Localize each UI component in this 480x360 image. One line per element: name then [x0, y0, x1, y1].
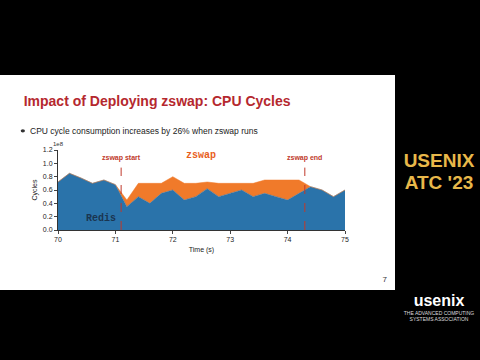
svg-text:0.8: 0.8: [43, 173, 53, 180]
svg-text:CPU cycle consumption increase: CPU cycle consumption increases by 26% w…: [30, 126, 258, 136]
html-text:THE ADVANCED COMPUTING SYSTEMS: THE ADVANCED COMPUTING SYSTEMS ASSOCIATI…: [403, 310, 475, 322]
svg-text:0.6: 0.6: [43, 186, 53, 193]
svg-text:Cycles: Cycles: [31, 179, 39, 201]
svg-text:zswap start: zswap start: [102, 154, 141, 162]
svg-text:zswap: zswap: [186, 150, 216, 161]
svg-text:72: 72: [169, 236, 177, 243]
svg-text:0.2: 0.2: [43, 213, 53, 220]
svg-text:0.4: 0.4: [43, 200, 53, 207]
svg-text:1.0: 1.0: [43, 160, 53, 167]
html-text:7: 7: [382, 275, 387, 284]
html-text:ATC '23: ATC '23: [404, 172, 474, 193]
svg-text:Redis: Redis: [86, 213, 116, 224]
html-text:usenix: usenix: [413, 292, 465, 309]
svg-text:75: 75: [341, 236, 349, 243]
svg-text:0.0: 0.0: [43, 226, 53, 233]
svg-text:1e8: 1e8: [53, 141, 64, 147]
svg-text:74: 74: [284, 236, 292, 243]
svg-text:Time (s): Time (s): [189, 246, 214, 254]
svg-text:73: 73: [226, 236, 234, 243]
html-text:USENIX: USENIX: [403, 150, 475, 171]
svg-text:Impact of Deploying zswap: CPU: Impact of Deploying zswap: CPU Cycles: [24, 93, 291, 109]
svg-text:71: 71: [112, 236, 120, 243]
svg-text:zswap end: zswap end: [287, 154, 322, 162]
svg-text:1.2: 1.2: [43, 146, 53, 153]
svg-text:70: 70: [54, 236, 62, 243]
